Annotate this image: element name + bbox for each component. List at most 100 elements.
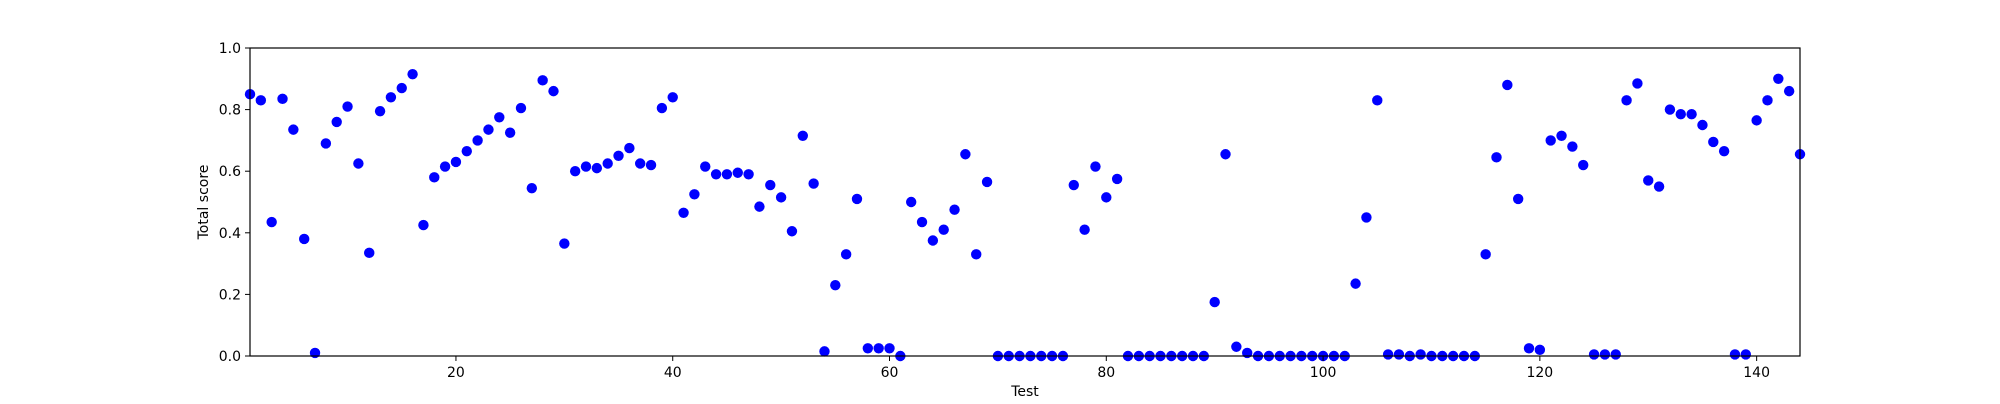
- data-point: [862, 343, 874, 354]
- y-tick-label: 0.0: [219, 349, 241, 365]
- data-point: [1599, 349, 1611, 360]
- data-point: [754, 201, 765, 212]
- data-point: [1610, 349, 1621, 360]
- data-point: [635, 158, 646, 169]
- data-point: [439, 161, 451, 172]
- data-point: [559, 238, 570, 249]
- data-point: [548, 85, 559, 97]
- data-point: [1783, 85, 1795, 97]
- data-point: [472, 135, 483, 146]
- data-point: [775, 192, 787, 203]
- data-point: [494, 112, 505, 123]
- data-point: [808, 178, 819, 189]
- x-axis-ticks: 20 40 60 80 100 120 140: [447, 356, 1770, 381]
- data-point: [1729, 349, 1741, 360]
- data-point: [971, 249, 982, 260]
- data-point: [830, 279, 841, 291]
- data-point: [288, 124, 299, 135]
- data-point: [1740, 349, 1752, 360]
- data-point: [1079, 224, 1090, 235]
- data-point: [396, 82, 407, 94]
- data-point: [678, 207, 689, 218]
- data-point: [1068, 179, 1079, 191]
- data-point: [1762, 95, 1773, 106]
- data-point: [504, 127, 516, 138]
- data-point: [1220, 149, 1231, 160]
- data-point: [1111, 173, 1123, 185]
- data-point: [938, 224, 949, 235]
- data-point: [1643, 175, 1654, 186]
- y-tick-label: 0.4: [219, 226, 241, 242]
- data-point: [1664, 104, 1676, 115]
- data-point: [342, 101, 353, 112]
- data-point: [1686, 109, 1697, 120]
- plot-area-frame: [249, 47, 1801, 357]
- data-point: [721, 169, 733, 180]
- data-point: [537, 75, 548, 86]
- data-point: [1534, 344, 1546, 356]
- data-point: [1209, 296, 1220, 308]
- data-point: [1480, 249, 1491, 260]
- data-point: [1653, 181, 1665, 192]
- data-point: [364, 247, 375, 259]
- y-axis-ticks: 0.0 0.2 0.4 0.6 0.8 1.0: [219, 41, 250, 365]
- data-point: [1361, 212, 1372, 223]
- data-point: [580, 161, 592, 172]
- data-point: [1556, 130, 1567, 141]
- data-point: [1523, 343, 1535, 354]
- data-point: [418, 219, 429, 231]
- data-point: [1751, 115, 1762, 126]
- data-point: [949, 204, 960, 215]
- data-point: [1708, 136, 1719, 148]
- y-tick-label: 0.8: [219, 103, 241, 119]
- data-point: [851, 193, 863, 205]
- data-point: [1372, 95, 1383, 106]
- data-point: [1502, 79, 1513, 91]
- data-point: [461, 145, 472, 157]
- data-point: [450, 156, 462, 168]
- y-tick-label: 1.0: [219, 41, 241, 57]
- data-point: [515, 102, 527, 114]
- data-point: [1567, 141, 1578, 152]
- data-point: [1350, 278, 1361, 289]
- data-point: [266, 216, 277, 228]
- data-point: [1231, 341, 1242, 352]
- data-point: [645, 159, 657, 171]
- x-tick-label: 100: [1310, 365, 1337, 381]
- data-point: [1578, 159, 1589, 171]
- data-point: [331, 116, 342, 128]
- x-axis-label: Test: [1010, 384, 1039, 400]
- data-point: [1675, 109, 1686, 120]
- data-point: [710, 169, 722, 180]
- data-point: [927, 235, 939, 246]
- x-tick-label: 60: [881, 365, 899, 381]
- data-point: [916, 216, 928, 228]
- data-point: [429, 172, 440, 183]
- data-point: [981, 176, 993, 188]
- data-point: [1512, 193, 1524, 205]
- data-point: [353, 158, 364, 169]
- y-tick-label: 0.6: [219, 164, 241, 180]
- data-point: [374, 105, 386, 117]
- data-point: [1415, 349, 1426, 360]
- data-point: [873, 343, 884, 354]
- data-point: [1697, 119, 1708, 131]
- data-point: [624, 142, 635, 154]
- data-point: [884, 343, 895, 354]
- data-point: [667, 92, 678, 103]
- data-point: [483, 124, 494, 135]
- data-point: [1101, 192, 1112, 203]
- data-point: [1718, 145, 1730, 157]
- data-point: [613, 150, 624, 161]
- data-point: [1773, 73, 1784, 85]
- data-point: [407, 68, 418, 80]
- data-point: [689, 189, 700, 200]
- x-tick-label: 40: [664, 365, 682, 381]
- data-point: [1545, 135, 1556, 146]
- data-point: [277, 93, 288, 105]
- data-point: [905, 196, 917, 208]
- y-axis-label: Total score: [196, 165, 212, 241]
- data-point: [1588, 349, 1600, 360]
- data-point: [299, 233, 310, 245]
